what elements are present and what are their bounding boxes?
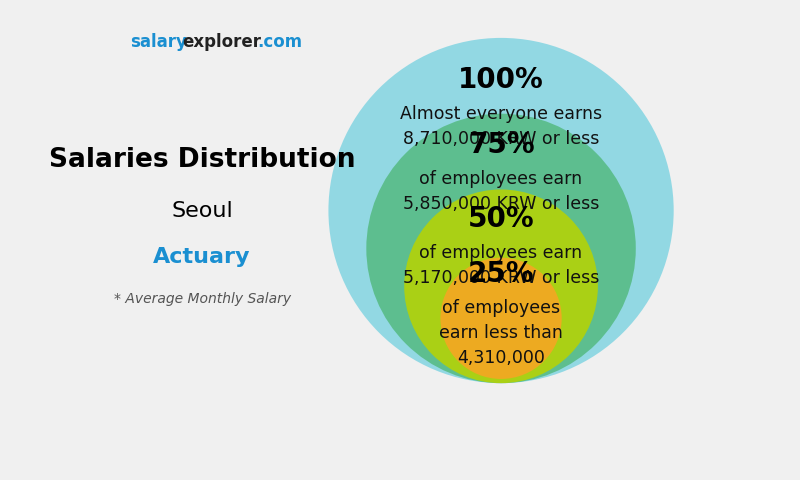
Text: Actuary: Actuary xyxy=(154,247,251,267)
Text: of employees earn
5,170,000 KRW or less: of employees earn 5,170,000 KRW or less xyxy=(403,244,599,287)
Text: Seoul: Seoul xyxy=(171,201,233,220)
Text: Salaries Distribution: Salaries Distribution xyxy=(49,147,355,173)
Circle shape xyxy=(329,38,674,383)
Text: 50%: 50% xyxy=(468,205,534,233)
Text: Almost everyone earns
8,710,000 KRW or less: Almost everyone earns 8,710,000 KRW or l… xyxy=(400,105,602,148)
Text: 25%: 25% xyxy=(468,260,534,288)
Text: of employees earn
5,850,000 KRW or less: of employees earn 5,850,000 KRW or less xyxy=(403,170,599,213)
Text: .com: .com xyxy=(257,33,302,51)
Text: * Average Monthly Salary: * Average Monthly Salary xyxy=(114,292,290,306)
Text: of employees
earn less than
4,310,000: of employees earn less than 4,310,000 xyxy=(439,299,563,367)
Circle shape xyxy=(366,114,636,383)
Text: 75%: 75% xyxy=(468,131,534,159)
Circle shape xyxy=(441,258,562,379)
Text: explorer: explorer xyxy=(182,33,262,51)
Circle shape xyxy=(404,190,598,383)
Text: salary: salary xyxy=(130,33,187,51)
Text: 100%: 100% xyxy=(458,66,544,94)
